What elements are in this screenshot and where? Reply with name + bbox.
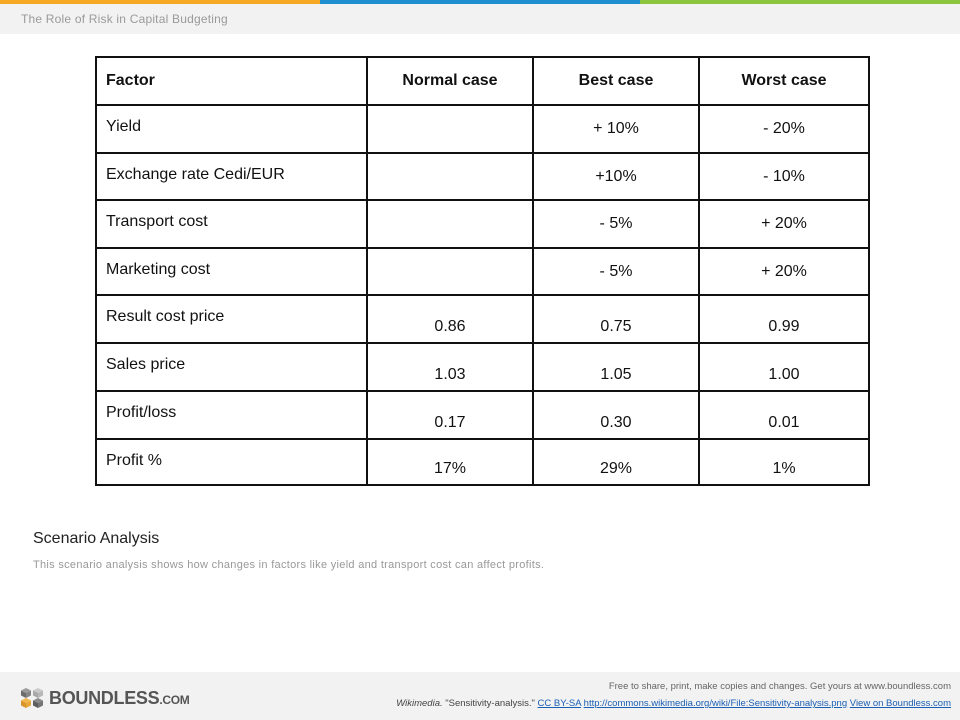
accent-segment-orange (0, 0, 320, 4)
cell-best: 0.30 (532, 390, 700, 440)
license-link[interactable]: CC BY-SA (537, 698, 582, 709)
table-row: Yield + 10% - 20% (95, 104, 870, 154)
row-factor: Transport cost (95, 199, 368, 249)
cell-worst: 0.99 (698, 294, 870, 344)
cell-normal: 0.86 (366, 294, 534, 344)
table-row: Sales price 1.03 1.05 1.00 (95, 342, 870, 392)
top-accent-bar (0, 0, 960, 4)
slide-title: The Role of Risk in Capital Budgeting (21, 12, 228, 26)
row-factor: Exchange rate Cedi/EUR (95, 152, 368, 201)
row-factor: Marketing cost (95, 247, 368, 296)
logo-suffix: .COM (159, 692, 190, 707)
row-factor: Result cost price (95, 294, 368, 344)
footer: BOUNDLESS.COM Free to share, print, make… (0, 672, 960, 720)
cell-best: - 5% (532, 199, 700, 249)
cell-normal (366, 152, 534, 201)
attribution-source: Wikimedia. (396, 698, 443, 709)
cell-best: 1.05 (532, 342, 700, 392)
caption-title: Scenario Analysis (33, 530, 160, 547)
cell-best: +10% (532, 152, 700, 201)
row-factor: Profit % (95, 438, 368, 486)
accent-segment-green (640, 0, 960, 4)
cell-worst: 1% (698, 438, 870, 486)
cell-normal (366, 104, 534, 154)
header-worst-case: Worst case (698, 56, 870, 106)
table-row: Transport cost - 5% + 20% (95, 199, 870, 249)
cell-worst: 0.01 (698, 390, 870, 440)
cell-worst: - 20% (698, 104, 870, 154)
boundless-logo: BOUNDLESS.COM (20, 686, 190, 710)
header-normal-case: Normal case (366, 56, 534, 106)
cell-normal (366, 199, 534, 249)
share-notice: Free to share, print, make copies and ch… (608, 681, 951, 692)
cell-worst: 1.00 (698, 342, 870, 392)
cell-worst: + 20% (698, 199, 870, 249)
cell-best: + 10% (532, 104, 700, 154)
slide-header: The Role of Risk in Capital Budgeting (0, 4, 960, 34)
cell-best: 0.75 (532, 294, 700, 344)
cell-best: 29% (532, 438, 700, 486)
table-row: Profit % 17% 29% 1% (95, 438, 870, 486)
row-factor: Yield (95, 104, 368, 154)
header-best-case: Best case (532, 56, 700, 106)
table-row: Exchange rate Cedi/EUR +10% - 10% (95, 152, 870, 201)
header-factor: Factor (95, 56, 368, 106)
accent-segment-blue (320, 0, 640, 4)
cell-worst: + 20% (698, 247, 870, 296)
cell-normal: 1.03 (366, 342, 534, 392)
row-factor: Profit/loss (95, 390, 368, 440)
source-url-link[interactable]: http://commons.wikimedia.org/wiki/File:S… (583, 698, 848, 709)
table-row: Profit/loss 0.17 0.30 0.01 (95, 390, 870, 440)
scenario-table: Factor Normal case Best case Worst case … (95, 56, 870, 486)
table-row: Result cost price 0.86 0.75 0.99 (95, 294, 870, 344)
cell-normal: 17% (366, 438, 534, 486)
logo-wordmark: BOUNDLESS (49, 687, 160, 708)
cube-logo-icon (20, 686, 44, 710)
cell-best: - 5% (532, 247, 700, 296)
cell-normal: 0.17 (366, 390, 534, 440)
caption-text: This scenario analysis shows how changes… (33, 559, 545, 571)
attribution-line: Wikimedia. "Sensitivity-analysis." CC BY… (396, 698, 951, 709)
cell-normal (366, 247, 534, 296)
row-factor: Sales price (95, 342, 368, 392)
table-row: Marketing cost - 5% + 20% (95, 247, 870, 296)
view-on-boundless-link[interactable]: View on Boundless.com (849, 698, 951, 709)
cell-worst: - 10% (698, 152, 870, 201)
attribution-text: "Sensitivity-analysis." (442, 698, 538, 709)
